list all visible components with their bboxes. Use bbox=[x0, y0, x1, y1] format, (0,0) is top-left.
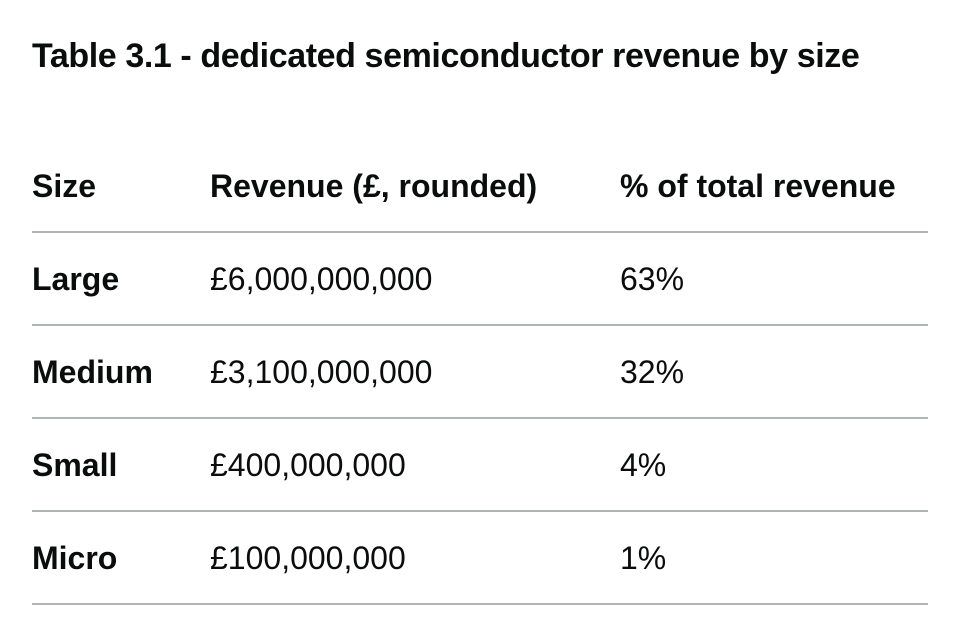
table-body: Large £6,000,000,000 63% Medium £3,100,0… bbox=[32, 232, 928, 605]
row-size-cell: Medium bbox=[32, 325, 210, 419]
row-percent-cell: 4% bbox=[620, 418, 928, 512]
row-percent-cell: 1% bbox=[620, 511, 928, 605]
row-revenue-cell: £400,000,000 bbox=[210, 418, 620, 512]
table-row: Micro £100,000,000 1% bbox=[32, 511, 928, 605]
table-row: Large £6,000,000,000 63% bbox=[32, 232, 928, 326]
row-size-cell: Micro bbox=[32, 511, 210, 605]
header-percent: % of total revenue bbox=[620, 140, 928, 233]
table-header: Size Revenue (£, rounded) % of total rev… bbox=[32, 140, 928, 233]
header-row: Size Revenue (£, rounded) % of total rev… bbox=[32, 140, 928, 233]
row-percent-cell: 63% bbox=[620, 232, 928, 326]
row-revenue-cell: £6,000,000,000 bbox=[210, 232, 620, 326]
row-revenue-cell: £3,100,000,000 bbox=[210, 325, 620, 419]
row-size-cell: Large bbox=[32, 232, 210, 326]
table-caption: Table 3.1 - dedicated semiconductor reve… bbox=[32, 37, 860, 75]
row-percent-cell: 32% bbox=[620, 325, 928, 419]
revenue-table: Size Revenue (£, rounded) % of total rev… bbox=[32, 140, 928, 605]
table-row: Small £400,000,000 4% bbox=[32, 418, 928, 512]
row-size-cell: Small bbox=[32, 418, 210, 512]
header-revenue: Revenue (£, rounded) bbox=[210, 140, 620, 233]
header-size: Size bbox=[32, 140, 210, 233]
table-row: Medium £3,100,000,000 32% bbox=[32, 325, 928, 419]
row-revenue-cell: £100,000,000 bbox=[210, 511, 620, 605]
